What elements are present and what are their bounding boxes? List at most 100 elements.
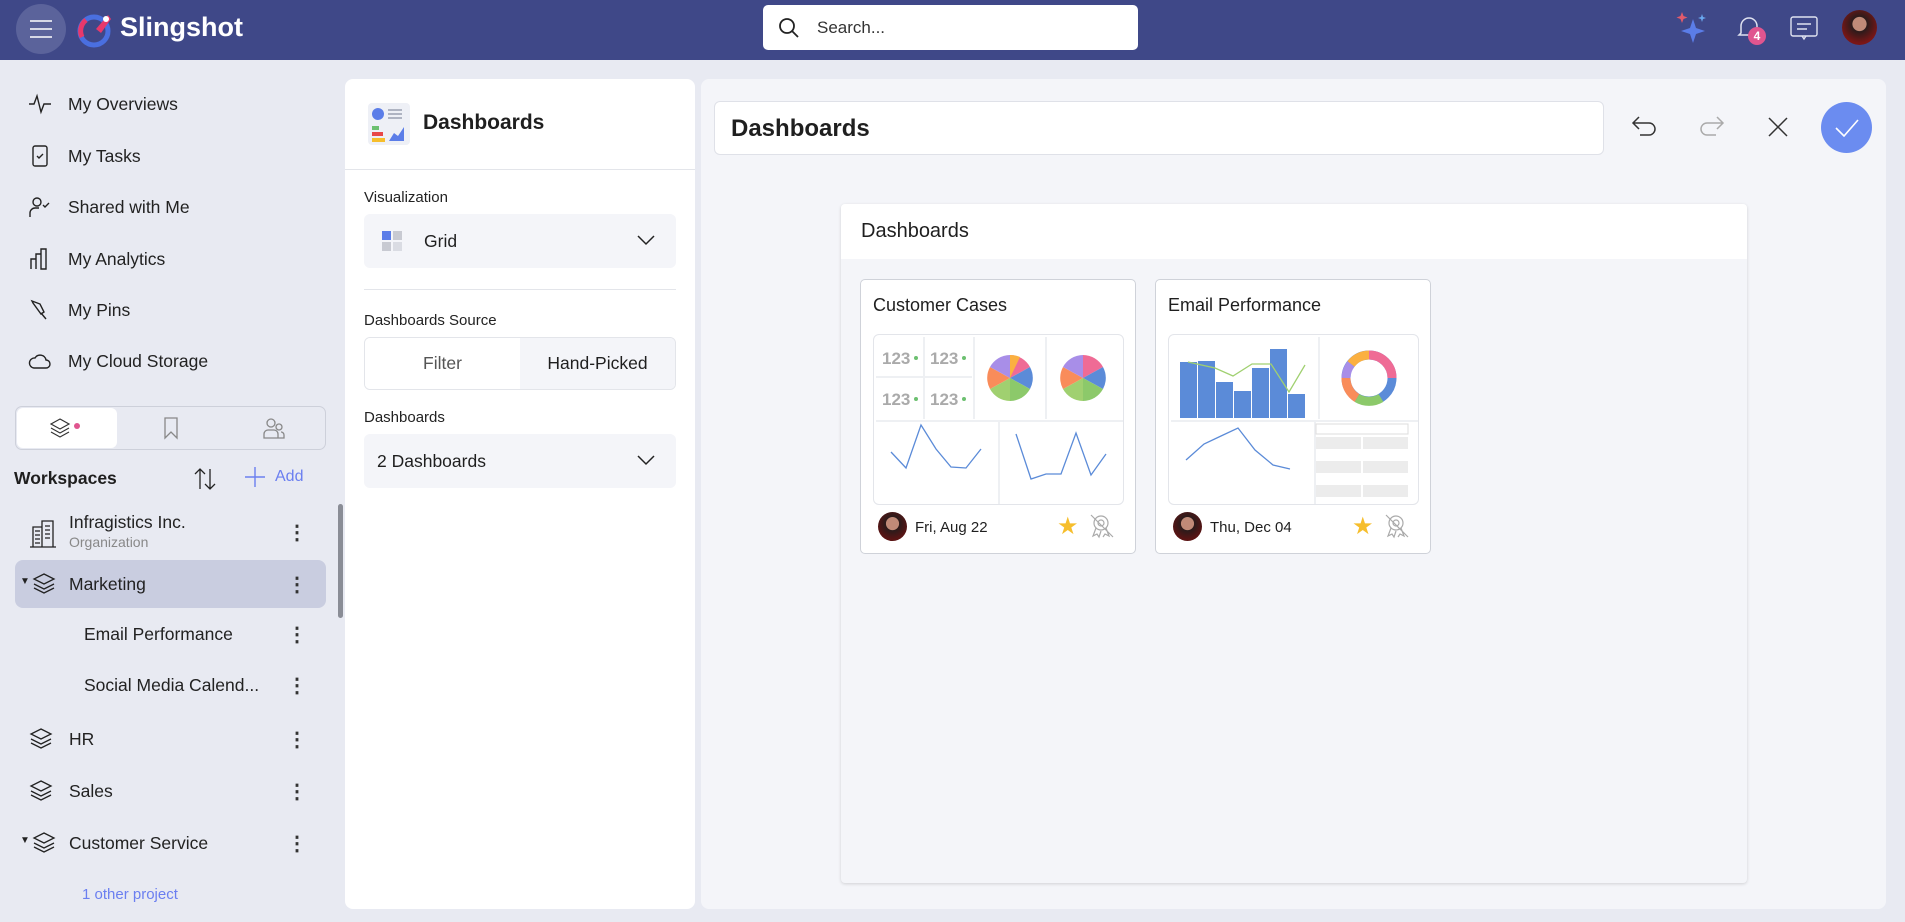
redo-icon[interactable]: [1699, 115, 1725, 139]
workspaces-title: Workspaces: [14, 468, 117, 488]
nav-label: My Overviews: [68, 93, 178, 114]
visualization-value: Grid: [424, 230, 458, 251]
user-check-icon: [29, 197, 50, 217]
dashboard-title-input[interactable]: Dashboards: [714, 101, 1604, 155]
more-options-icon[interactable]: ⋮: [287, 728, 307, 751]
owner-avatar: [1173, 512, 1202, 541]
grid-icon: [382, 231, 402, 251]
sidebar-item-my-analytics[interactable]: My Analytics: [28, 239, 165, 279]
search-placeholder: Search...: [817, 18, 886, 37]
caret-down-icon[interactable]: ▼: [20, 576, 30, 587]
owner-avatar: [878, 512, 907, 541]
pin-icon: [30, 299, 47, 320]
slingshot-logo-icon: [77, 14, 111, 48]
user-avatar[interactable]: [1842, 10, 1877, 45]
more-options-icon[interactable]: ⋮: [287, 522, 307, 544]
add-workspace-button[interactable]: Add: [245, 467, 303, 487]
workspace-label: Sales: [69, 780, 113, 801]
thumbnail-preview-icon: 123 123 123 123: [876, 337, 1123, 504]
source-option-filter[interactable]: Filter: [365, 338, 520, 389]
sort-icon[interactable]: [193, 467, 217, 491]
project-item-social-media-calendar[interactable]: Social Media Calend... ⋮: [15, 661, 326, 709]
favorite-star-icon[interactable]: ★: [1057, 513, 1079, 540]
cloud-icon: [28, 354, 51, 369]
nav-label: My Pins: [68, 299, 131, 320]
save-button[interactable]: [1821, 102, 1872, 153]
sidebar-item-my-overviews[interactable]: My Overviews: [28, 84, 178, 124]
kpi-text: 123: [930, 349, 958, 368]
project-item-email-performance[interactable]: Email Performance ⋮: [15, 610, 326, 658]
notification-badge: 4: [1748, 27, 1766, 45]
workspace-item-marketing[interactable]: ▼ Marketing ⋮: [15, 560, 326, 608]
close-icon[interactable]: [1768, 117, 1788, 137]
layers-icon: [29, 780, 53, 801]
dashboards-label: Dashboards: [364, 409, 445, 426]
divider: [364, 289, 676, 290]
certified-off-icon[interactable]: [1384, 513, 1410, 539]
ai-sparkle-icon[interactable]: [1676, 11, 1710, 45]
tab-workspaces[interactable]: [17, 408, 117, 448]
dashboard-card-customer-cases[interactable]: Customer Cases 123 123 123 123 Fri, Aug 22: [860, 279, 1136, 554]
kpi-text: 123: [930, 390, 958, 409]
undo-icon[interactable]: [1631, 115, 1657, 139]
dashboard-canvas: Dashboards Customer Cases 123 123 123 123: [841, 204, 1747, 883]
other-projects-link[interactable]: 1 other project: [82, 886, 178, 903]
check-icon: [1834, 118, 1859, 137]
layers-icon: [50, 418, 80, 438]
workspace-item-hr[interactable]: HR ⋮: [15, 715, 326, 763]
bar-chart-icon: [30, 248, 47, 270]
favorite-star-icon[interactable]: ★: [1352, 513, 1374, 540]
workspace-label: Customer Service: [69, 832, 209, 853]
dashboard-card-email-performance[interactable]: Email Performance Thu, Dec 04 ★: [1155, 279, 1431, 554]
menu-button[interactable]: [16, 4, 66, 54]
more-options-icon[interactable]: ⋮: [287, 573, 307, 596]
more-options-icon[interactable]: ⋮: [287, 832, 307, 855]
sidebar-scrollbar[interactable]: [338, 504, 343, 618]
building-icon: [30, 520, 56, 548]
more-options-icon[interactable]: ⋮: [287, 674, 307, 697]
add-label: Add: [275, 468, 304, 485]
users-icon: [263, 418, 285, 439]
layers-icon: [32, 573, 56, 594]
kpi-text: 123: [882, 390, 910, 409]
caret-down-icon[interactable]: ▼: [20, 835, 30, 846]
chat-icon[interactable]: [1790, 16, 1818, 42]
hamburger-icon: [30, 20, 52, 38]
notifications-button[interactable]: 4: [1736, 14, 1770, 48]
sidebar-item-shared-with-me[interactable]: Shared with Me: [28, 187, 190, 227]
org-type: Organization: [69, 534, 149, 550]
visualization-label: Visualization: [364, 189, 448, 206]
activity-icon: [29, 93, 51, 115]
sidebar-item-my-cloud-storage[interactable]: My Cloud Storage: [28, 341, 208, 381]
main-editor: Dashboards Dashboards Customer Cases 123…: [701, 79, 1886, 909]
sidebar-item-my-pins[interactable]: My Pins: [28, 290, 130, 330]
plus-icon: [245, 467, 265, 487]
workspace-item-sales[interactable]: Sales ⋮: [15, 767, 326, 815]
settings-panel: Dashboards Visualization Grid Dashboards…: [345, 79, 695, 909]
workspace-item-customer-service[interactable]: ▼ Customer Service ⋮: [15, 819, 326, 867]
thumbnail-preview-icon: [1171, 337, 1418, 504]
org-item[interactable]: Infragistics Inc. Organization ⋮: [15, 508, 326, 560]
app-name: Slingshot: [120, 12, 243, 42]
visualization-select[interactable]: Grid: [364, 214, 676, 268]
source-option-hand-picked[interactable]: Hand-Picked: [520, 338, 675, 389]
dashboards-icon: [368, 103, 410, 145]
project-label: Email Performance: [84, 623, 233, 644]
top-bar: Slingshot Search... 4: [0, 0, 1905, 60]
more-options-icon[interactable]: ⋮: [287, 623, 307, 646]
more-options-icon[interactable]: ⋮: [287, 780, 307, 803]
card-date: Fri, Aug 22: [915, 519, 988, 536]
bookmark-icon: [164, 417, 178, 440]
tab-shared[interactable]: [224, 408, 324, 448]
tab-bookmarks[interactable]: [121, 408, 221, 448]
chevron-down-icon: [637, 235, 655, 246]
certified-off-icon[interactable]: [1089, 513, 1115, 539]
dashboards-select[interactable]: 2 Dashboards: [364, 434, 676, 488]
card-title: Customer Cases: [873, 295, 1008, 315]
layers-icon: [32, 832, 56, 853]
search-icon: [779, 18, 799, 38]
search-input[interactable]: Search...: [763, 5, 1138, 50]
workspace-tabs: [15, 406, 326, 450]
org-name: Infragistics Inc.: [69, 512, 186, 532]
sidebar-item-my-tasks[interactable]: My Tasks: [28, 136, 141, 176]
